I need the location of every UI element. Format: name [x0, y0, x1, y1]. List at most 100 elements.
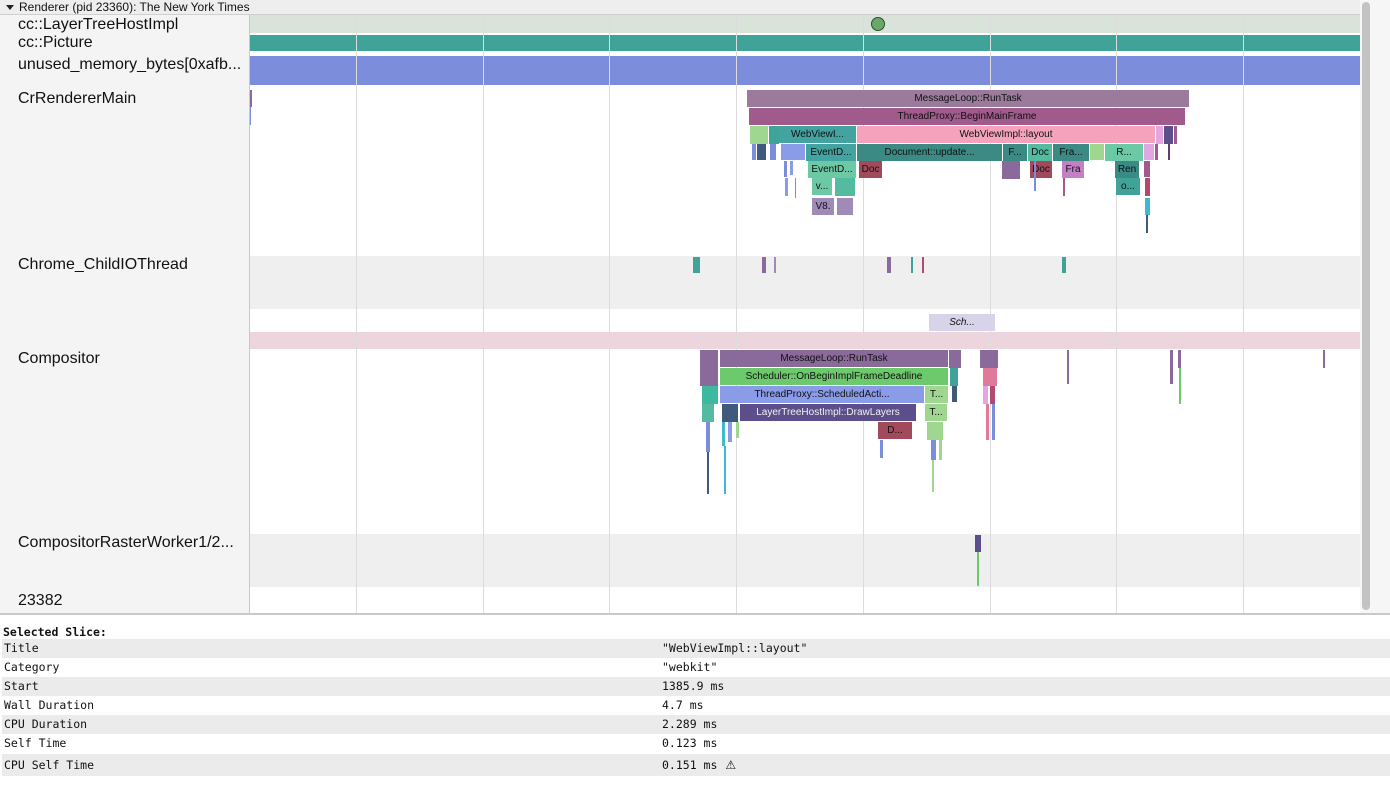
slice-tick[interactable]: [932, 460, 934, 492]
slice-t-2[interactable]: T...: [925, 404, 947, 421]
slice-o[interactable]: o...: [1116, 178, 1140, 195]
slice-webviewi[interactable]: WebViewI...: [779, 126, 856, 143]
slice-tick[interactable]: [250, 107, 251, 125]
slice-tick[interactable]: [986, 404, 989, 440]
slice-f[interactable]: F...: [1003, 144, 1027, 161]
slice-eventd-1[interactable]: EventD...: [806, 144, 856, 161]
slice-tick[interactable]: [950, 368, 958, 386]
slice-tick[interactable]: [700, 350, 718, 386]
slice-tick[interactable]: [1156, 126, 1163, 144]
slice-tick[interactable]: [1067, 350, 1069, 384]
slice-tick[interactable]: [722, 404, 738, 422]
slice-messageloop-runtask[interactable]: MessageLoop::RunTask: [747, 90, 1189, 107]
slice-tick[interactable]: [752, 144, 756, 160]
io-slice[interactable]: [762, 257, 766, 273]
slice-tick[interactable]: [1164, 126, 1173, 144]
raster-slice[interactable]: [977, 552, 979, 586]
io-slice[interactable]: [922, 257, 924, 273]
slice-tick[interactable]: [949, 350, 961, 368]
slice-tick[interactable]: [1178, 350, 1181, 368]
slice-beginmainframe[interactable]: ThreadProxy::BeginMainFrame: [749, 108, 1185, 125]
slice-tick[interactable]: [1144, 161, 1150, 177]
slice-tick[interactable]: [722, 422, 725, 446]
slice-tick[interactable]: [757, 144, 766, 160]
io-slice[interactable]: [887, 257, 891, 273]
slice-tick[interactable]: [785, 178, 788, 196]
slice-tick[interactable]: [980, 350, 998, 368]
slice-tick[interactable]: [784, 161, 787, 177]
slice-tick[interactable]: [1170, 350, 1173, 384]
slice-tick[interactable]: [1090, 144, 1104, 160]
slice-r[interactable]: R...: [1105, 144, 1143, 161]
slice-tick[interactable]: [707, 452, 709, 494]
slice-tick[interactable]: [728, 422, 732, 442]
slice-draw-layers[interactable]: LayerTreeHostImpl::DrawLayers: [740, 404, 916, 421]
slice-tick[interactable]: [1145, 178, 1150, 196]
slice-tick[interactable]: [1179, 368, 1181, 404]
slice-tick[interactable]: [952, 386, 957, 402]
slice-document-update[interactable]: Document::update...: [857, 144, 1002, 161]
slice-ren[interactable]: Ren: [1115, 161, 1139, 178]
slice-tick[interactable]: [702, 404, 714, 422]
slice-tick[interactable]: [1063, 178, 1065, 196]
picture-counter-bar[interactable]: [250, 35, 1360, 51]
slice-eventd-2[interactable]: EventD...: [808, 161, 856, 178]
timeline-area[interactable]: MessageLoop::RunTask ThreadProxy::BeginM…: [250, 15, 1360, 613]
slice-tick[interactable]: [769, 126, 779, 144]
slice-tick[interactable]: [992, 404, 995, 440]
slice-tick[interactable]: [931, 440, 936, 460]
slice-tick[interactable]: [250, 90, 252, 107]
slice-tick[interactable]: [1034, 161, 1036, 191]
warning-triangle-icon[interactable]: ⚠: [725, 758, 737, 772]
slice-tick[interactable]: [927, 422, 943, 440]
slice-v8[interactable]: V8.: [812, 198, 834, 215]
slice-tick[interactable]: [1145, 198, 1150, 215]
slice-webviewimpl-layout[interactable]: WebViewImpl::layout: [857, 126, 1155, 143]
slice-fra-1[interactable]: Fra...: [1053, 144, 1089, 161]
slice-tick[interactable]: [983, 386, 988, 404]
collapse-triangle-icon[interactable]: [6, 5, 14, 10]
slice-tick[interactable]: [983, 368, 997, 386]
slice-tick[interactable]: [837, 198, 853, 215]
slice-d[interactable]: D...: [878, 422, 912, 439]
io-slice[interactable]: [774, 257, 776, 273]
slice-tick[interactable]: [990, 386, 995, 404]
slice-tick[interactable]: [1155, 144, 1158, 160]
slice-scheduled-action[interactable]: ThreadProxy::ScheduledActi...: [720, 386, 924, 403]
slice-tick[interactable]: [939, 440, 942, 460]
slice-tick[interactable]: [1002, 161, 1020, 179]
slice-tick[interactable]: [790, 161, 793, 175]
process-header[interactable]: Renderer (pid 23360): The New York Times: [0, 0, 1360, 15]
slice-tick[interactable]: [736, 422, 739, 438]
slice-tick[interactable]: [1174, 126, 1177, 144]
slice-tick[interactable]: [1323, 350, 1325, 368]
slice-tick[interactable]: [781, 144, 805, 160]
unused-memory-counter-bar[interactable]: [250, 56, 1360, 85]
slice-compositor-runtask[interactable]: MessageLoop::RunTask: [720, 350, 948, 367]
slice-tick[interactable]: [1146, 215, 1148, 233]
raster-slice[interactable]: [975, 535, 981, 552]
slice-tick[interactable]: [1168, 144, 1170, 160]
slice-fra-2[interactable]: Fra: [1062, 161, 1084, 178]
slice-v[interactable]: v...: [812, 178, 832, 195]
io-slice[interactable]: [911, 257, 913, 273]
slice-tick[interactable]: [724, 446, 726, 494]
slice-doc-1[interactable]: Doc: [1028, 144, 1052, 161]
io-slice[interactable]: [693, 257, 700, 273]
slice-sch[interactable]: Sch...: [929, 314, 995, 331]
timeline-scrollbar[interactable]: [1360, 0, 1390, 613]
slice-tick[interactable]: [750, 126, 768, 144]
slice-tick[interactable]: [835, 178, 855, 196]
slice-begin-impl-frame-deadline[interactable]: Scheduler::OnBeginImplFrameDeadline: [720, 368, 948, 385]
slice-t-1[interactable]: T...: [925, 386, 948, 403]
instant-event-marker[interactable]: [871, 17, 885, 31]
io-slice[interactable]: [1062, 257, 1066, 273]
scrollbar-thumb[interactable]: [1362, 2, 1370, 610]
slice-tick[interactable]: [706, 422, 710, 452]
slice-tick[interactable]: [1144, 144, 1154, 160]
slice-tick[interactable]: [795, 178, 796, 198]
slice-tick[interactable]: [880, 440, 883, 458]
slice-doc-2[interactable]: Doc: [859, 161, 882, 178]
slice-tick[interactable]: [770, 144, 776, 160]
slice-tick[interactable]: [702, 386, 718, 404]
